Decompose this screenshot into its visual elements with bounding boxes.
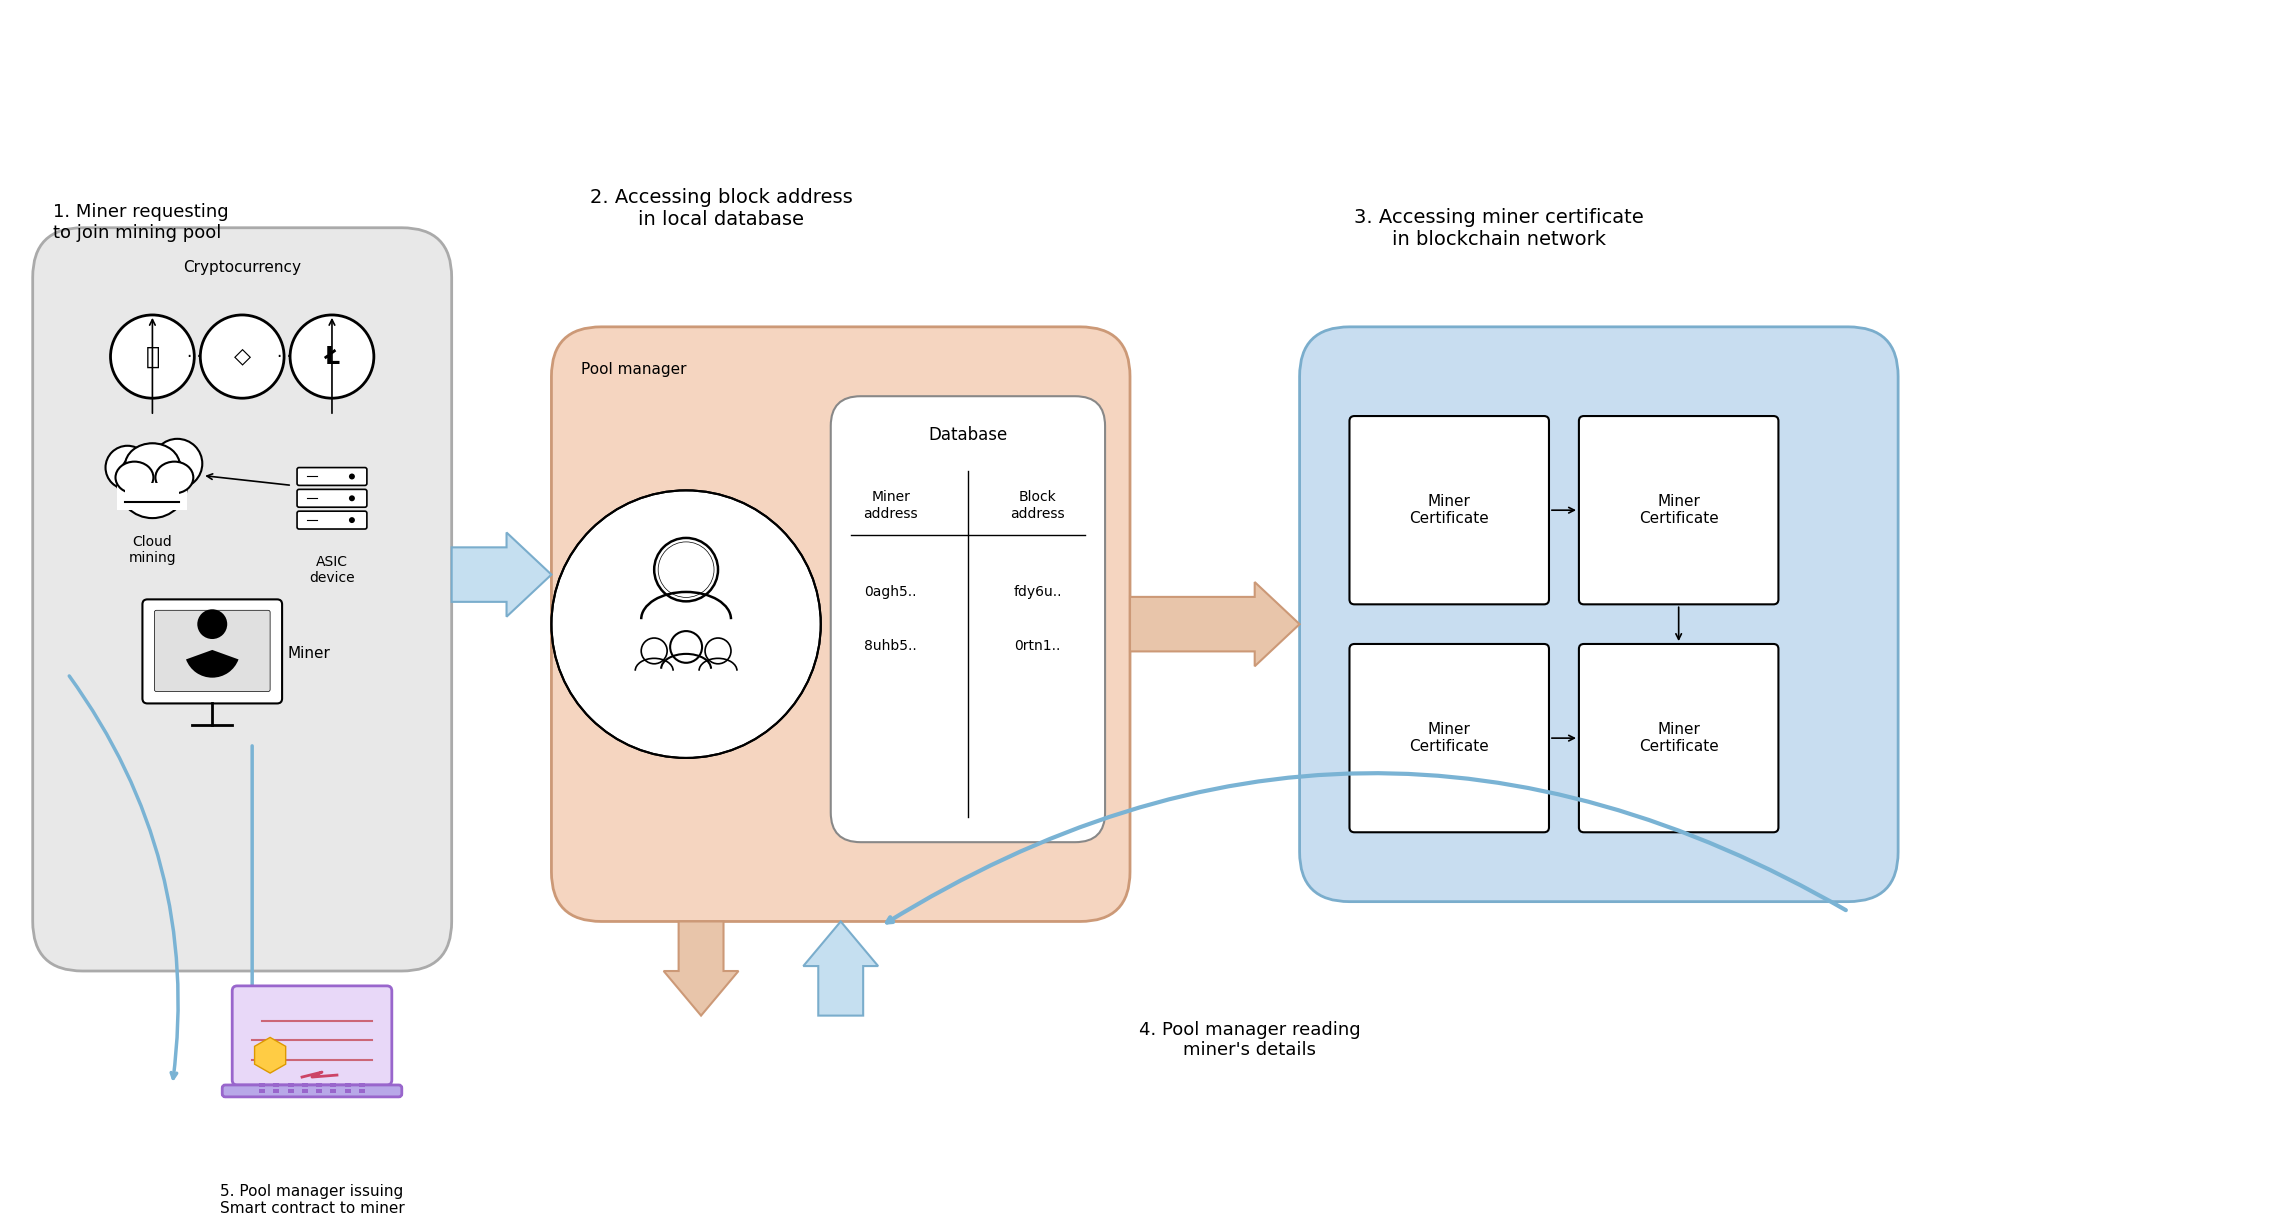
FancyBboxPatch shape [231, 985, 393, 1085]
Text: Miner
Certificate: Miner Certificate [1638, 494, 1718, 526]
Bar [345, 1083, 352, 1087]
Text: ···: ··· [186, 347, 202, 366]
FancyBboxPatch shape [830, 396, 1105, 842]
Text: ···: ··· [277, 347, 293, 366]
Bar [359, 1088, 365, 1093]
FancyBboxPatch shape [32, 228, 452, 971]
Text: 4. Pool manager reading
miner's details: 4. Pool manager reading miner's details [1139, 1021, 1361, 1059]
Bar [259, 1088, 265, 1093]
Text: 8uhb5..: 8uhb5.. [864, 639, 917, 653]
Polygon shape [803, 921, 878, 1016]
FancyBboxPatch shape [297, 467, 368, 486]
Bar [272, 1083, 279, 1087]
FancyBboxPatch shape [297, 490, 368, 507]
Bar [288, 1083, 293, 1087]
Text: fdy6u..: fdy6u.. [1014, 584, 1062, 599]
Circle shape [197, 610, 227, 639]
FancyBboxPatch shape [1300, 326, 1899, 902]
Bar [272, 1088, 279, 1093]
Text: Ł: Ł [324, 345, 340, 368]
Circle shape [111, 315, 195, 399]
Polygon shape [452, 533, 551, 617]
Text: Cryptocurrency: Cryptocurrency [184, 260, 302, 275]
Bar [315, 1088, 322, 1093]
Ellipse shape [125, 443, 179, 488]
Text: 0rtn1..: 0rtn1.. [1014, 639, 1062, 653]
Circle shape [152, 439, 202, 488]
Bar [302, 1088, 309, 1093]
Text: Miner
Certificate: Miner Certificate [1409, 494, 1488, 526]
Text: Miner
Certificate: Miner Certificate [1409, 721, 1488, 755]
Bar [118, 476, 188, 510]
Polygon shape [663, 921, 737, 1016]
Bar [331, 1088, 336, 1093]
Circle shape [118, 449, 188, 518]
Text: 0agh5..: 0agh5.. [864, 584, 917, 599]
FancyBboxPatch shape [551, 326, 1130, 921]
Bar [359, 1083, 365, 1087]
Text: ASIC
device: ASIC device [309, 555, 354, 585]
Ellipse shape [154, 461, 193, 493]
FancyBboxPatch shape [1350, 644, 1550, 832]
Circle shape [200, 315, 284, 399]
Text: 1. Miner requesting
to join mining pool: 1. Miner requesting to join mining pool [52, 202, 229, 242]
Text: Miner
Certificate: Miner Certificate [1638, 721, 1718, 755]
FancyBboxPatch shape [143, 599, 281, 703]
FancyBboxPatch shape [1350, 416, 1550, 605]
Wedge shape [186, 650, 238, 677]
Bar [259, 1083, 265, 1087]
FancyBboxPatch shape [1579, 416, 1779, 605]
Text: Block
address: Block address [1010, 491, 1064, 520]
Circle shape [290, 315, 374, 399]
Text: 5. Pool manager issuing
Smart contract to miner: 5. Pool manager issuing Smart contract t… [220, 1184, 404, 1216]
Bar [288, 1088, 293, 1093]
Bar [125, 483, 179, 503]
FancyBboxPatch shape [154, 610, 270, 692]
Circle shape [107, 445, 150, 490]
Circle shape [551, 491, 821, 758]
Polygon shape [1130, 582, 1300, 666]
Ellipse shape [116, 461, 154, 493]
Bar [331, 1083, 336, 1087]
Text: Pool manager: Pool manager [581, 362, 688, 377]
Bar [345, 1088, 352, 1093]
FancyBboxPatch shape [297, 512, 368, 529]
Circle shape [120, 444, 184, 507]
FancyBboxPatch shape [222, 1085, 402, 1097]
Text: 2. Accessing block address
in local database: 2. Accessing block address in local data… [590, 188, 853, 229]
Text: ◇: ◇ [234, 346, 252, 367]
Circle shape [349, 496, 354, 502]
Circle shape [349, 517, 354, 523]
Text: 3. Accessing miner certificate
in blockchain network: 3. Accessing miner certificate in blockc… [1355, 207, 1645, 249]
Bar [302, 1083, 309, 1087]
FancyBboxPatch shape [1579, 644, 1779, 832]
Text: Database: Database [928, 426, 1007, 444]
Text: ₿: ₿ [145, 345, 159, 368]
Bar [315, 1083, 322, 1087]
Text: Miner: Miner [288, 647, 329, 661]
Circle shape [349, 474, 354, 480]
Text: Cloud
mining: Cloud mining [129, 535, 177, 566]
Text: Miner
address: Miner address [862, 491, 919, 520]
